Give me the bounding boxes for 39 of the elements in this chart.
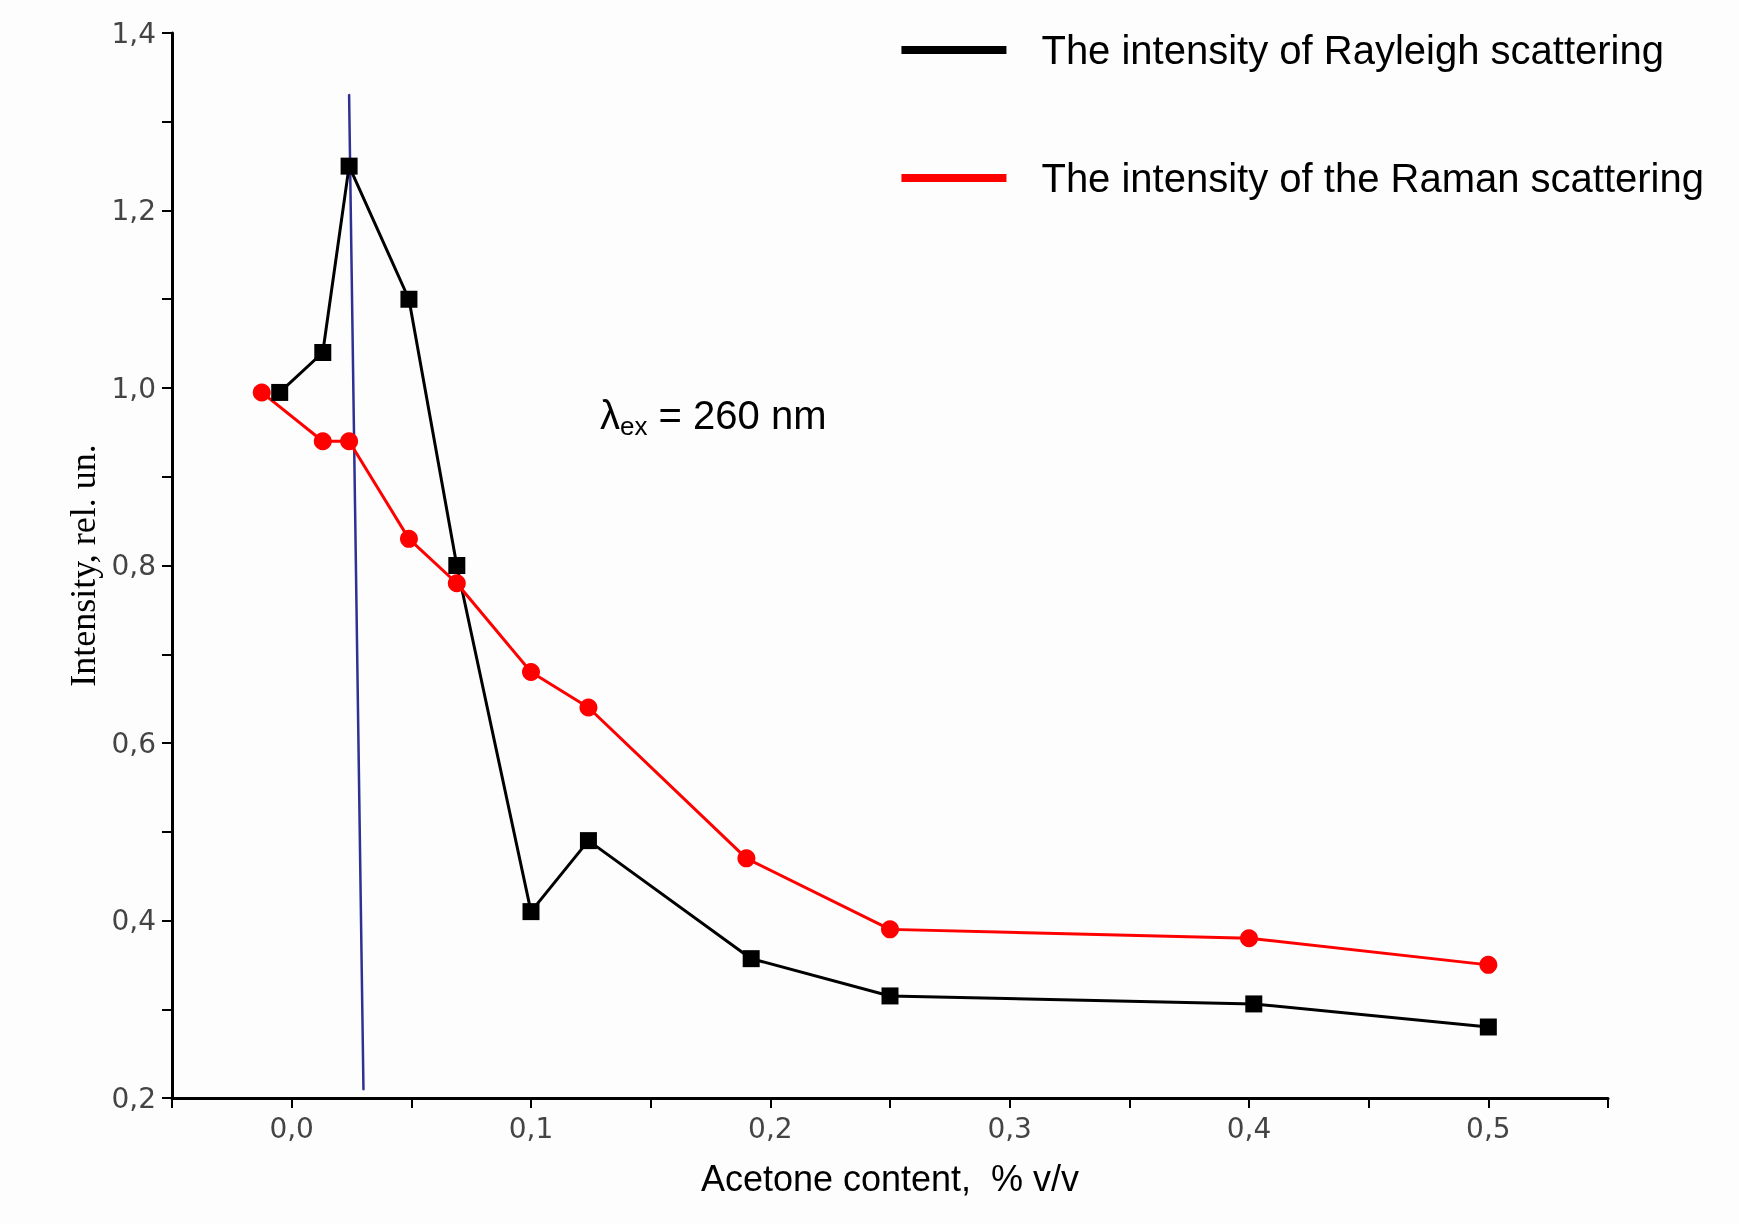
point [1240, 929, 1258, 948]
x-tick-label: 0,4 [1226, 1111, 1272, 1145]
point [314, 344, 332, 361]
point [881, 920, 899, 939]
x-tick-label: 0,3 [987, 1111, 1032, 1145]
y-tick-label: 1,4 [111, 16, 156, 50]
point [522, 663, 540, 681]
x-tick-label: 0,1 [508, 1111, 554, 1145]
x-tick-label: 0,0 [269, 1111, 314, 1145]
point [579, 832, 597, 850]
point [399, 529, 418, 548]
point [1245, 995, 1263, 1013]
point [579, 698, 598, 717]
legend-label: The intensity of the Raman scattering [1041, 156, 1704, 200]
point [400, 290, 418, 308]
x-axis-title: Acetone content, % v/v [700, 1157, 1080, 1199]
x-tick-label: 0,2 [748, 1111, 793, 1145]
legend-label: The intensity of Rayleigh scattering [1041, 28, 1664, 72]
y-tick-label: 1,0 [111, 371, 156, 405]
y-tick-label: 0,8 [111, 549, 156, 582]
point [1479, 1018, 1497, 1036]
point [737, 849, 756, 868]
y-tick-label: 0,2 [111, 1081, 156, 1115]
point [271, 383, 289, 401]
point [313, 432, 332, 451]
point [252, 383, 271, 402]
y-tick-label: 0,6 [111, 726, 156, 760]
point [1479, 955, 1498, 974]
point [340, 432, 359, 451]
y-tick-label: 1,2 [111, 194, 156, 227]
x-tick-label: 0,5 [1466, 1111, 1511, 1145]
point [742, 950, 760, 968]
y-axis-title: Intensity, rel. un. [62, 444, 103, 687]
y-tick-label: 0,4 [111, 904, 156, 937]
point [340, 157, 358, 175]
point [447, 574, 466, 593]
point [522, 903, 540, 921]
point [448, 557, 466, 574]
point [881, 987, 899, 1005]
